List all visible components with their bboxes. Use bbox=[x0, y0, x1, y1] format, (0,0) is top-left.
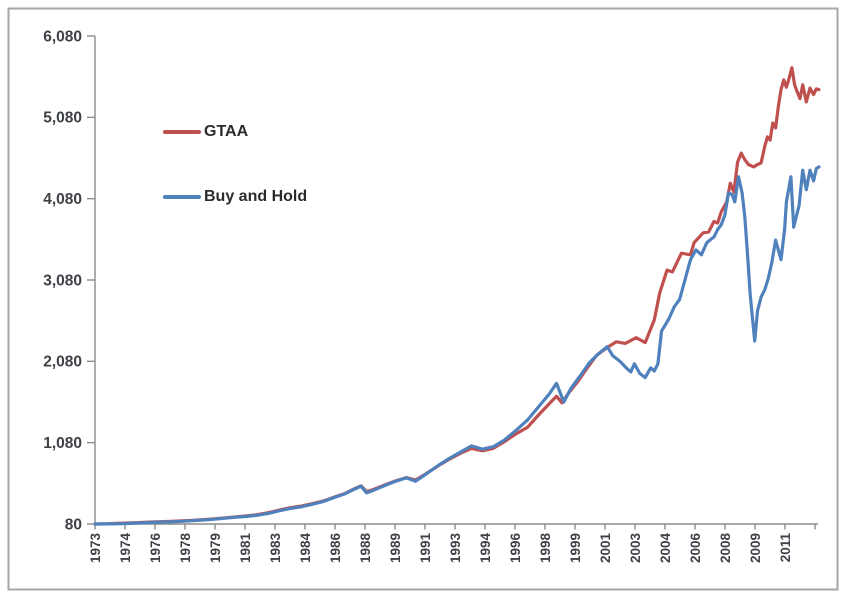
buy-and-hold-line-swatch bbox=[163, 195, 201, 199]
x-tick-label: 1973 bbox=[88, 533, 103, 564]
y-tick-label: 6,080 bbox=[43, 28, 82, 45]
x-tick-label: 1976 bbox=[148, 533, 163, 564]
x-tick-label: 1991 bbox=[418, 533, 433, 564]
x-tick-label: 1986 bbox=[328, 533, 343, 564]
y-tick-label: 2,080 bbox=[43, 354, 82, 371]
x-tick-label: 1989 bbox=[388, 533, 403, 563]
x-tick-label: 2003 bbox=[628, 533, 643, 564]
x-tick-label: 1974 bbox=[118, 533, 133, 564]
x-tick-label: 2001 bbox=[598, 533, 613, 564]
x-tick-label: 2004 bbox=[658, 533, 673, 564]
legend-item-gtaa: GTAA bbox=[163, 123, 248, 141]
x-tick-label: 1998 bbox=[538, 533, 553, 564]
x-tick-label: 1999 bbox=[568, 533, 583, 563]
x-tick-label: 1994 bbox=[478, 533, 493, 564]
gtaa-line-swatch bbox=[163, 130, 201, 134]
legend-item-buy-and-hold: Buy and Hold bbox=[163, 188, 307, 206]
series-line-buy-and-hold bbox=[93, 165, 821, 526]
y-tick-label: 1,080 bbox=[43, 435, 82, 452]
x-tick-label: 1981 bbox=[238, 533, 253, 564]
x-tick-label: 2006 bbox=[688, 533, 703, 564]
x-tick-label: 1996 bbox=[508, 533, 523, 564]
x-tick-label: 1984 bbox=[298, 533, 313, 564]
x-tick-label: 2008 bbox=[718, 533, 733, 564]
x-tick-label: 1978 bbox=[178, 533, 193, 564]
x-tick-label: 1988 bbox=[358, 533, 373, 564]
y-tick-label: 5,080 bbox=[43, 110, 82, 127]
x-tick-label: 2011 bbox=[778, 533, 793, 563]
x-tick-label: 1983 bbox=[268, 533, 283, 564]
x-tick-label: 1979 bbox=[208, 533, 223, 563]
y-tick-label: 80 bbox=[65, 516, 82, 533]
figure-border bbox=[7, 7, 839, 591]
legend-label-gtaa: GTAA bbox=[204, 123, 249, 140]
x-tick-label: 1993 bbox=[448, 533, 463, 564]
x-tick-label: 2009 bbox=[748, 533, 763, 563]
y-tick-label: 4,080 bbox=[43, 191, 82, 208]
legend-label-buy-and-hold: Buy and Hold bbox=[204, 188, 308, 205]
y-tick-label: 3,080 bbox=[43, 272, 82, 289]
